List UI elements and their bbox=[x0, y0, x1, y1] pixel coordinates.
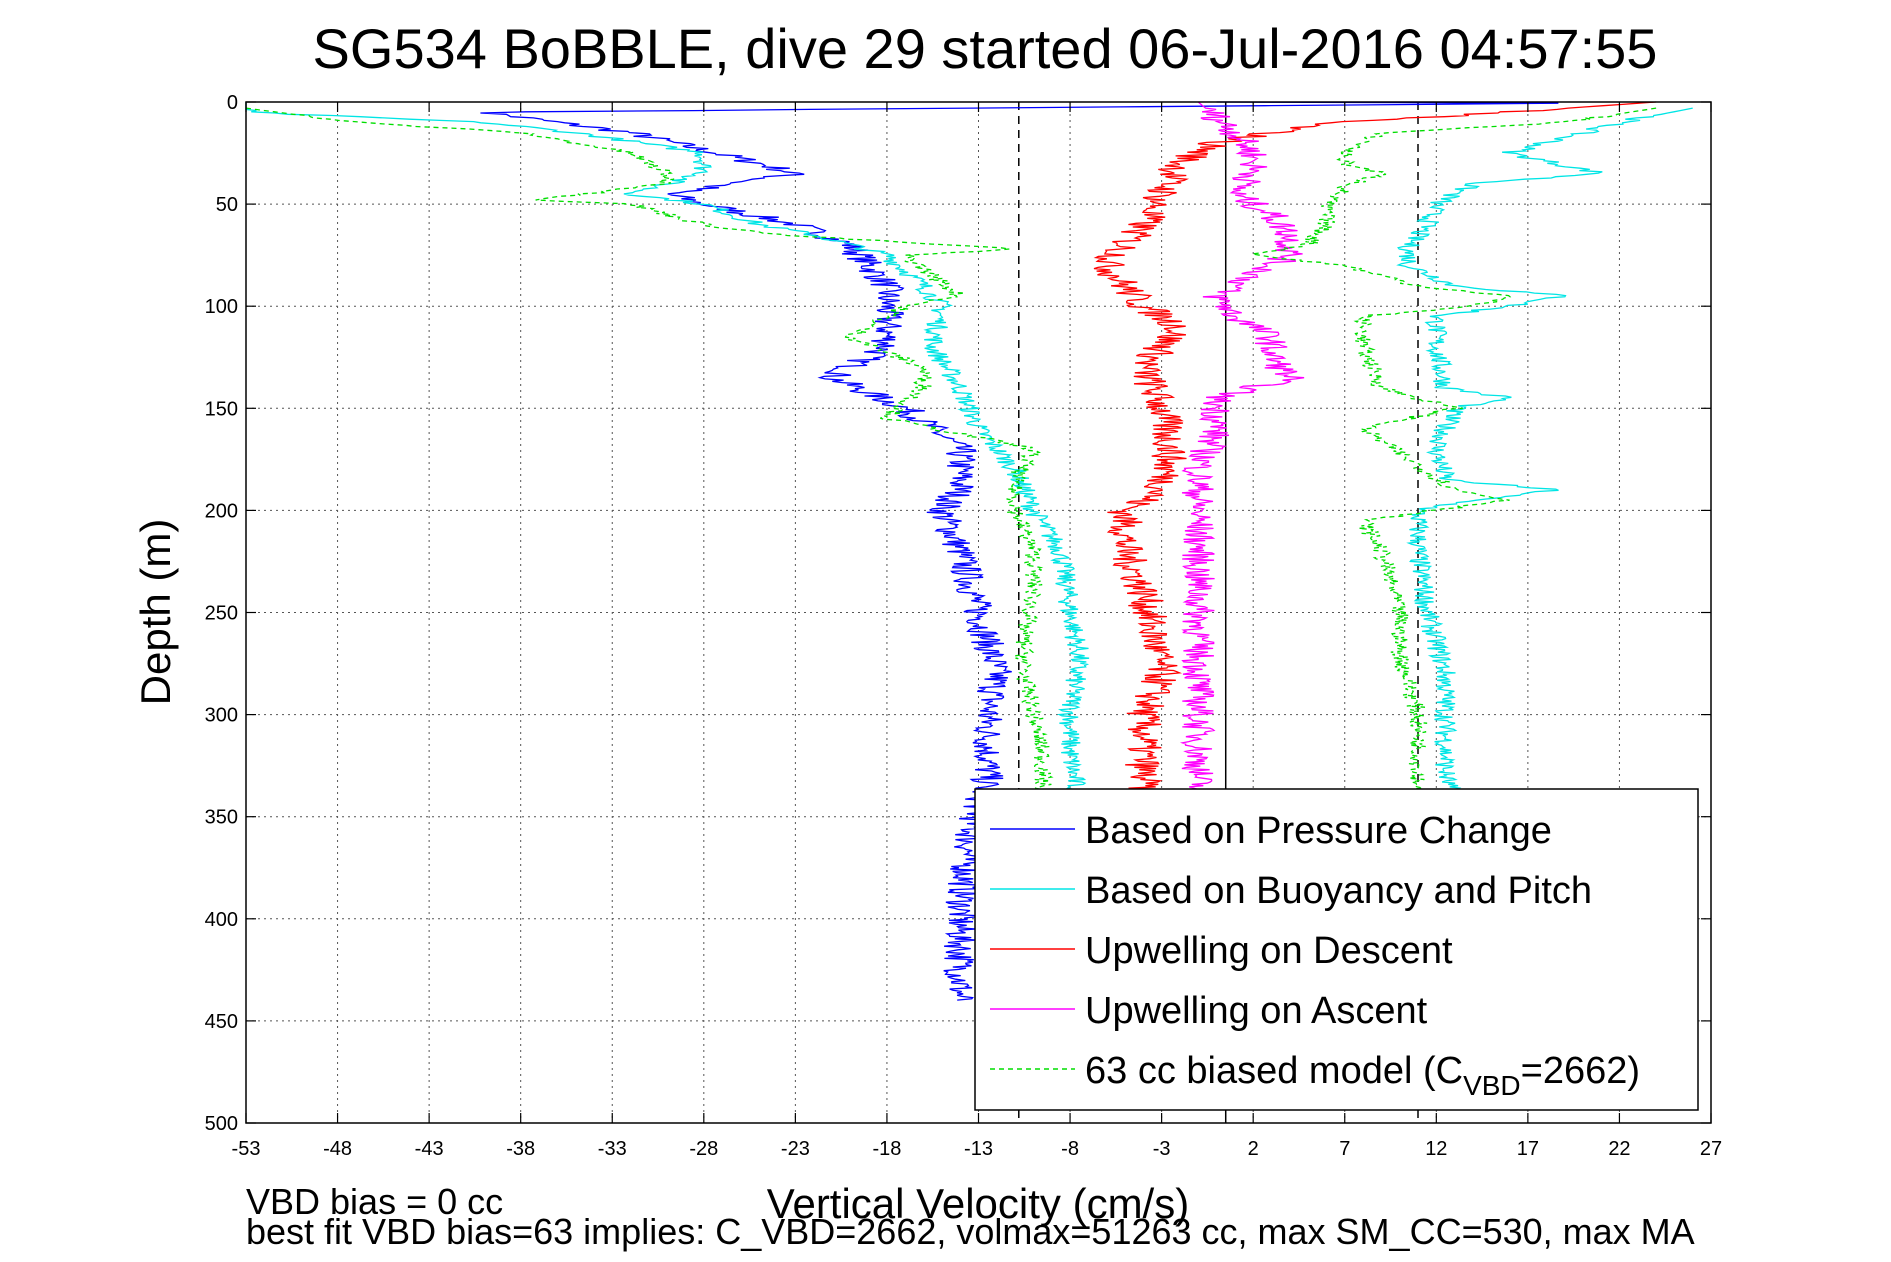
vbd-bias-note: VBD bias = 0 cc bbox=[246, 1181, 503, 1222]
x-tick-label: -3 bbox=[1153, 1138, 1171, 1160]
x-tick-label: 17 bbox=[1517, 1138, 1539, 1160]
x-tick-label: -8 bbox=[1061, 1138, 1079, 1160]
x-tick-label: -33 bbox=[598, 1138, 627, 1160]
series-lines bbox=[245, 101, 1693, 1001]
x-tick-label: -13 bbox=[964, 1138, 993, 1160]
legend-box bbox=[974, 788, 1699, 1111]
y-tick-label: 150 bbox=[205, 398, 238, 420]
series-line-4 bbox=[1093, 101, 1657, 806]
axis-ticks: -53 -48 -43 -38 -33 -28 -23 -18 -13 -8 -3 2 7 12 17 22 2… bbox=[205, 92, 1723, 1160]
x-tick-label: -38 bbox=[506, 1138, 535, 1160]
x-tick-label: 22 bbox=[1608, 1138, 1630, 1160]
legend-label: Upwelling on Descent bbox=[1085, 930, 1453, 972]
x-tick-label: -53 bbox=[232, 1138, 261, 1160]
x-tick-label: 2 bbox=[1248, 1138, 1259, 1160]
y-tick-label: 0 bbox=[227, 92, 238, 114]
x-tick-label: 12 bbox=[1425, 1138, 1447, 1160]
x-tick-label: -23 bbox=[781, 1138, 810, 1160]
y-axis-title: Depth (m) bbox=[132, 519, 179, 706]
series-line-1 bbox=[480, 101, 1559, 1001]
best-fit-note: best fit VBD bias=63 implies: C_VBD=2662… bbox=[246, 1211, 1695, 1252]
x-tick-label: -43 bbox=[415, 1138, 444, 1160]
x-tick-label: -28 bbox=[689, 1138, 718, 1160]
x-axis-title: Vertical Velocity (cm/s) bbox=[767, 1180, 1189, 1227]
y-tick-label: 100 bbox=[205, 296, 238, 318]
x-tick-label: 27 bbox=[1700, 1138, 1722, 1160]
x-tick-label: 7 bbox=[1339, 1138, 1350, 1160]
legend-label: Based on Buoyancy and Pitch bbox=[1085, 870, 1592, 912]
x-tick-label: -48 bbox=[323, 1138, 352, 1160]
y-tick-label: 450 bbox=[205, 1011, 238, 1033]
series-line-7 bbox=[1252, 107, 1657, 806]
y-tick-label: 200 bbox=[205, 500, 238, 522]
y-tick-label: 250 bbox=[205, 603, 238, 625]
legend-label: Upwelling on Ascent bbox=[1085, 990, 1428, 1032]
chart-title: SG534 BoBBLE, dive 29 started 06-Jul-201… bbox=[313, 17, 1658, 80]
y-tick-label: 300 bbox=[205, 705, 238, 727]
legend: Based on Pressure Change Based on Buoyanc… bbox=[974, 788, 1699, 1111]
series-line-2 bbox=[245, 102, 1090, 806]
y-tick-label: 400 bbox=[205, 909, 238, 931]
series-line-6 bbox=[245, 107, 1054, 806]
series-line-3 bbox=[1396, 107, 1693, 806]
y-tick-label: 50 bbox=[216, 194, 238, 216]
y-tick-label: 500 bbox=[205, 1113, 238, 1135]
y-tick-label: 350 bbox=[205, 807, 238, 829]
x-tick-label: -18 bbox=[872, 1138, 901, 1160]
series-line-5 bbox=[1179, 101, 1305, 806]
legend-label: Based on Pressure Change bbox=[1085, 810, 1552, 852]
